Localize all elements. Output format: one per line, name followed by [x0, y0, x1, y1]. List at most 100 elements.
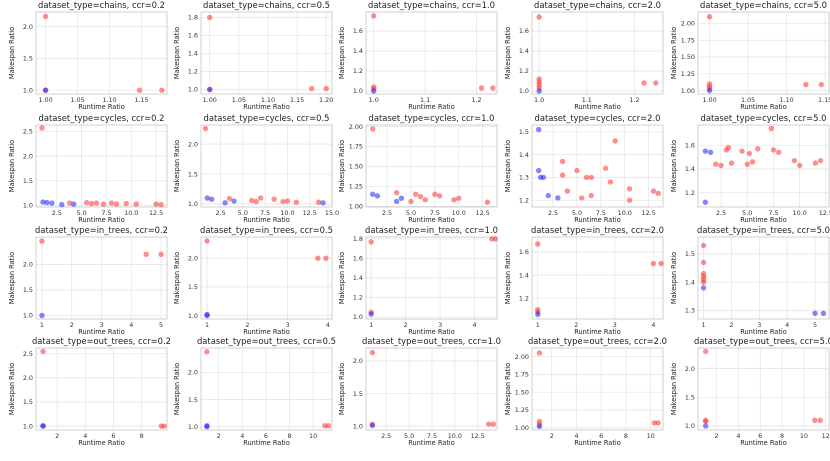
data-point-red — [204, 349, 210, 355]
x-tick-label: 1 — [40, 321, 44, 329]
data-point-blue — [368, 311, 374, 317]
x-tick-label: 5.0 — [572, 209, 582, 217]
data-point-red — [393, 189, 400, 196]
x-tick-label: 2 — [715, 432, 719, 440]
x-axis-label: Runtime Ratio — [408, 439, 455, 447]
data-point-red — [744, 161, 750, 167]
x-axis-label: Runtime Ratio — [740, 439, 787, 447]
y-tick-label: 2.0 — [188, 254, 198, 262]
plot-frame — [697, 124, 830, 208]
data-point-blue — [702, 423, 709, 429]
x-axis-label: Runtime Ratio — [740, 216, 787, 224]
x-tick-label: 1.10 — [102, 96, 116, 104]
x-tick-label: 10 — [309, 432, 317, 440]
data-point-red — [583, 174, 590, 181]
y-tick-label: 1.8 — [353, 235, 363, 243]
subplot-title: dataset_type=cycles, ccr=5.0 — [701, 113, 827, 123]
subplot-title: dataset_type=in_trees, ccr=1.0 — [365, 225, 498, 235]
data-point-red — [161, 423, 167, 429]
y-tick-label: 1.25 — [681, 70, 695, 78]
data-point-red — [739, 148, 745, 154]
data-point-red — [486, 421, 492, 427]
plot-frame — [531, 347, 664, 431]
data-point-red — [39, 238, 45, 244]
data-point-red — [413, 191, 419, 197]
data-point-red — [432, 191, 438, 197]
data-point-red — [108, 200, 115, 206]
y-axis-label: Makespan Ratio — [8, 252, 16, 304]
data-point-red — [564, 188, 571, 194]
x-tick-label: 15.0 — [325, 209, 339, 217]
y-tick-label: 1.0 — [23, 422, 33, 430]
x-tick-label: 10.0 — [448, 432, 462, 440]
x-tick-label: 3 — [99, 321, 103, 329]
data-point-blue — [707, 149, 714, 156]
data-point-blue — [371, 88, 377, 94]
subplot-18: dataset_type=out_trees, ccr=2.0 2 4 6 8 10 1.0… — [504, 336, 667, 447]
y-tick-label: 1.0 — [353, 422, 363, 430]
y-tick-label: 1.4 — [519, 151, 529, 159]
subplot-title: dataset_type=out_trees, ccr=5.0 — [694, 336, 830, 346]
x-axis-label: Runtime Ratio — [78, 216, 125, 224]
x-tick-label: 10.0 — [793, 209, 807, 217]
y-tick-label: 1.25 — [349, 183, 363, 191]
data-point-red — [202, 125, 209, 132]
data-point-blue — [398, 195, 405, 201]
x-tick-label: 1.00 — [38, 96, 52, 104]
y-tick-label: 1.6 — [519, 27, 529, 35]
data-point-red — [713, 161, 719, 167]
plot-frame — [35, 236, 168, 320]
x-tick-label: 12.5 — [303, 209, 317, 217]
points-layer — [702, 348, 823, 429]
data-point-red — [607, 179, 614, 185]
x-tick-label: 2 — [574, 321, 578, 329]
data-point-blue — [393, 198, 400, 205]
y-tick-label: 2.00 — [349, 123, 363, 131]
x-tick-label: 2.5 — [382, 209, 392, 217]
y-tick-label: 1.5 — [353, 390, 363, 398]
data-point-red — [207, 14, 213, 21]
y-tick-label: 1.5 — [23, 55, 33, 63]
y-tick-label: 1.5 — [685, 394, 695, 402]
data-point-red — [746, 150, 753, 157]
points-layer — [371, 13, 496, 94]
subplot-title: dataset_type=in_trees, ccr=2.0 — [531, 225, 664, 235]
data-point-blue — [207, 86, 213, 93]
subplot-12: dataset_type=in_trees, ccr=1.0 1 2 3 4 1.0 1.2… — [338, 225, 498, 336]
y-tick-label: 2.0 — [188, 369, 198, 377]
y-tick-label: 1.5 — [23, 177, 33, 185]
data-point-red — [368, 239, 374, 245]
y-tick-label: 1.5 — [23, 286, 33, 294]
x-tick-label: 1 — [205, 321, 209, 329]
y-tick-label: 1.75 — [681, 36, 695, 44]
x-tick-label: 1.05 — [232, 96, 246, 104]
x-tick-label: 1 — [536, 321, 540, 329]
data-point-red — [655, 420, 661, 426]
data-point-red — [536, 350, 543, 356]
y-tick-label: 2.5 — [23, 350, 33, 358]
data-point-blue — [40, 423, 46, 429]
x-tick-label: 4 — [473, 321, 477, 329]
y-tick-label: 2.0 — [685, 365, 695, 373]
plot-frame — [365, 347, 498, 431]
y-tick-label: 1.00 — [515, 424, 529, 432]
y-axis-label: Makespan Ratio — [670, 27, 678, 79]
subplot-title: dataset_type=cycles, ccr=0.2 — [39, 113, 165, 123]
y-tick-label: 1.00 — [349, 202, 363, 210]
data-point-blue — [204, 195, 210, 201]
x-tick-label: 1.10 — [261, 96, 275, 104]
data-point-red — [153, 201, 159, 207]
points-layer — [42, 13, 165, 93]
y-tick-label: 1.6 — [685, 141, 695, 149]
data-point-red — [226, 195, 233, 202]
plot-frame — [697, 11, 830, 95]
plot-frame — [365, 11, 498, 95]
x-tick-label: 8 — [780, 432, 784, 440]
plot-frame — [365, 124, 498, 208]
y-tick-label: 1.25 — [515, 406, 529, 414]
data-point-red — [728, 160, 735, 166]
y-axis-label: Makespan Ratio — [338, 27, 346, 79]
data-point-red — [271, 196, 277, 202]
subplot-17: dataset_type=out_trees, ccr=1.0 2.5 5.0 7.5… — [338, 336, 501, 447]
y-tick-label: 1.3 — [685, 307, 695, 315]
